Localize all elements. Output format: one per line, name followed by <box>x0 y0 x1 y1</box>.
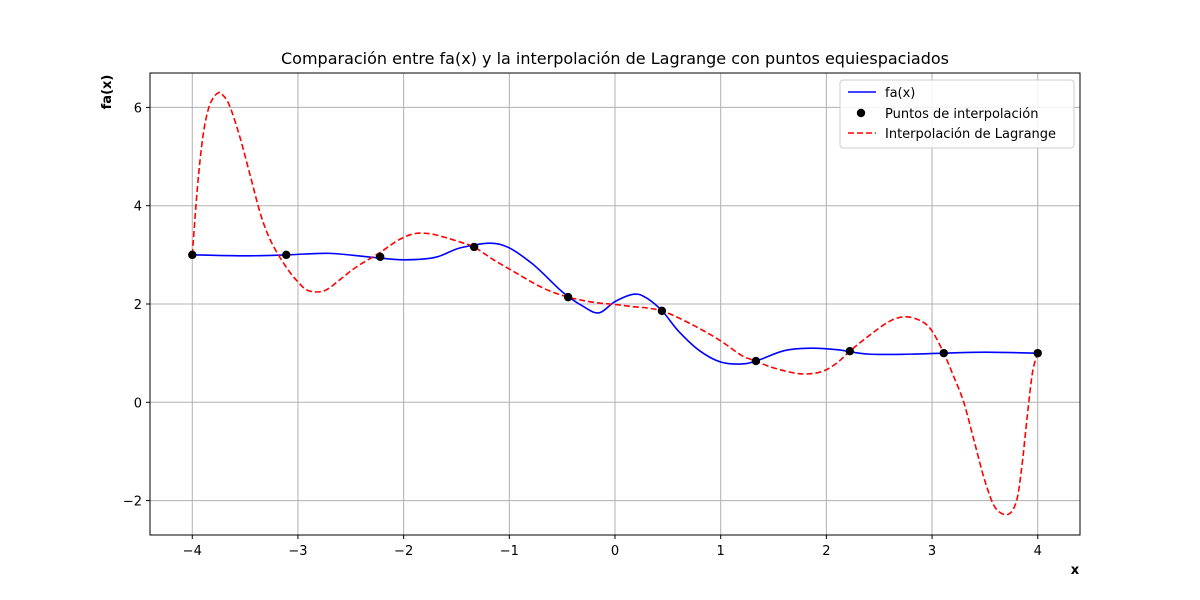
y-tick-label: 6 <box>134 101 142 116</box>
legend: fa(x) Puntos de interpolación Interpolació… <box>839 79 1075 149</box>
y-axis-label: fa(x) <box>100 75 115 110</box>
interpolation-point <box>939 348 948 358</box>
y-tick-label: 2 <box>134 298 142 313</box>
interpolation-point <box>657 306 667 316</box>
x-axis-label: x <box>1071 563 1080 578</box>
interpolation-point <box>845 346 855 356</box>
y-tick-label: 0 <box>134 396 142 411</box>
x-tick-label: −3 <box>288 544 307 559</box>
ticks: −4 −3 −2 −1 0 1 2 3 4 −2 0 2 4 6 <box>123 101 1042 559</box>
y-tick-label: 4 <box>134 200 142 215</box>
y-tick-label: −2 <box>123 495 142 510</box>
interpolation-point <box>469 242 479 252</box>
interpolation-point <box>1033 348 1042 358</box>
chart-title: Comparación entre fa(x) y la interpolaci… <box>281 49 949 68</box>
legend-label: Interpolación de Lagrange <box>885 127 1056 142</box>
legend-label: fa(x) <box>885 86 915 101</box>
x-tick-label: −1 <box>500 544 519 559</box>
x-tick-label: −4 <box>183 544 202 559</box>
series-fa-line <box>192 242 1038 365</box>
interpolation-point <box>188 250 197 260</box>
interpolation-point <box>751 356 761 366</box>
x-tick-label: −2 <box>394 544 413 559</box>
series-lagrange-line <box>191 91 1039 516</box>
interpolation-point <box>282 250 291 260</box>
interpolation-point <box>375 252 385 262</box>
x-tick-label: 0 <box>611 544 619 559</box>
legend-box <box>839 79 1075 149</box>
x-tick-label: 2 <box>822 544 830 559</box>
interpolation-point <box>563 292 573 302</box>
plot-area <box>188 91 1042 516</box>
legend-points-swatch <box>856 108 866 118</box>
x-tick-label: 1 <box>717 544 725 559</box>
x-tick-label: 4 <box>1034 544 1042 559</box>
x-tick-label: 3 <box>928 544 936 559</box>
legend-label: Puntos de interpolación <box>885 107 1038 122</box>
